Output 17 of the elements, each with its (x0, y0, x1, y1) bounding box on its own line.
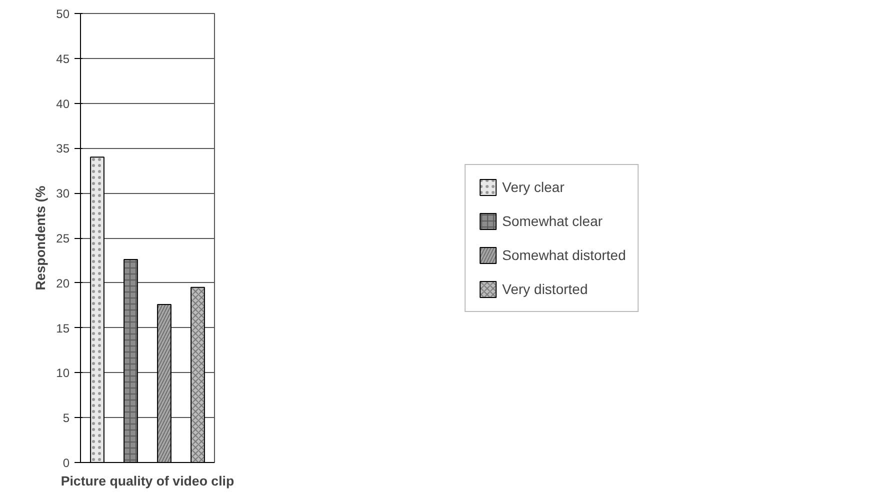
y-tick-label: 0 (62, 456, 70, 470)
legend-label: Very distorted (502, 280, 588, 296)
y-tick-label: 20 (56, 276, 70, 290)
y-tick-label: 35 (56, 142, 70, 156)
legend-label: Somewhat distorted (502, 246, 626, 262)
y-axis-title: Respondents (% (33, 186, 48, 290)
legend-label: Somewhat clear (502, 212, 603, 228)
legend-label: Very clear (502, 178, 564, 194)
y-tick-label: 40 (56, 96, 70, 111)
y-tick-label: 45 (56, 52, 70, 66)
y-tick-label: 25 (56, 232, 70, 246)
y-tick-label: 15 (56, 321, 70, 336)
x-axis-title: Picture quality of video clip (60, 474, 234, 488)
y-tick-label: 5 (62, 411, 70, 426)
y-tick-label: 30 (56, 186, 70, 201)
y-tick-label: 50 (56, 7, 70, 21)
y-tick-label: 10 (56, 366, 70, 380)
